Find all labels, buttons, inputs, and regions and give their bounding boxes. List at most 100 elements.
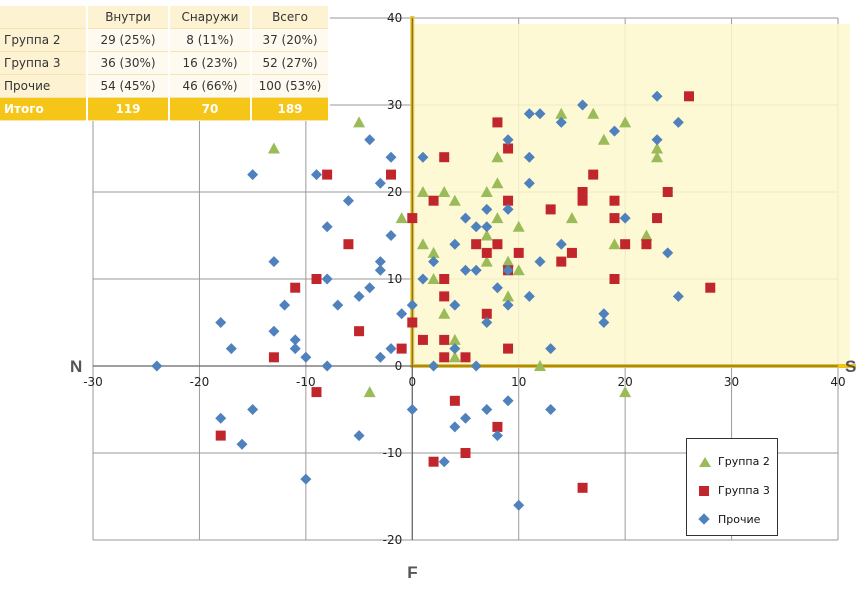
square-point bbox=[588, 169, 599, 180]
diamond-point bbox=[215, 412, 227, 424]
square-point bbox=[492, 421, 503, 432]
diamond-point bbox=[449, 421, 461, 433]
square-point bbox=[556, 256, 567, 267]
diamond-point bbox=[247, 404, 259, 415]
diamond-point bbox=[651, 90, 663, 102]
triangle-point bbox=[427, 273, 440, 284]
table-cell: 100 (53%) bbox=[251, 74, 330, 98]
y-tick-label: 20 bbox=[387, 185, 402, 199]
diamond-point bbox=[460, 412, 471, 424]
square-point bbox=[322, 169, 333, 180]
diamond-point bbox=[396, 308, 408, 320]
square-point bbox=[641, 239, 652, 250]
square-point bbox=[268, 352, 279, 363]
y-tick-label: 30 bbox=[387, 98, 402, 112]
table-cell: 52 (27%) bbox=[251, 51, 330, 75]
diamond-point bbox=[321, 221, 333, 233]
summary-header-row: Внутри Снаружи Всего bbox=[0, 6, 330, 29]
total-row: Итого 119 70 189 bbox=[0, 97, 330, 121]
diamond-point bbox=[534, 108, 546, 120]
row-label: Группа 3 bbox=[0, 51, 88, 75]
square-point bbox=[407, 213, 418, 224]
triangle-point bbox=[363, 386, 376, 398]
diamond-point bbox=[417, 273, 429, 285]
quadrant-fill bbox=[412, 24, 850, 366]
diamond-point bbox=[545, 404, 557, 415]
triangle-point bbox=[416, 186, 429, 197]
y-tick-labels: -20 -10 0 10 20 30 40 bbox=[383, 11, 403, 547]
x-tick-label: 30 bbox=[724, 375, 739, 389]
triangle-point bbox=[416, 238, 429, 250]
diamond-point bbox=[523, 108, 535, 120]
square-point bbox=[417, 334, 428, 345]
triangle-point bbox=[480, 186, 493, 197]
square-point bbox=[428, 195, 439, 206]
diamond-point bbox=[609, 125, 620, 137]
triangle-point bbox=[565, 212, 578, 224]
diamond-point bbox=[268, 325, 280, 337]
triangle-point bbox=[651, 142, 664, 154]
square-point bbox=[396, 343, 407, 354]
legend-item: Группа 2 bbox=[697, 447, 777, 476]
triangle-point bbox=[512, 220, 525, 232]
diamond-point bbox=[268, 256, 280, 268]
diamond-point bbox=[364, 134, 376, 146]
square-point bbox=[662, 187, 673, 197]
triangle-point bbox=[480, 255, 493, 267]
diamond-point bbox=[289, 334, 301, 346]
summary-header-cell: Всего bbox=[251, 6, 330, 29]
table-row: Группа 2 29 (25%) 8 (11%) 37 (20%) bbox=[0, 28, 330, 52]
x-tick-label: -20 bbox=[190, 375, 210, 389]
triangle-point bbox=[512, 264, 525, 276]
diamond-point bbox=[651, 134, 663, 146]
diamond-point bbox=[279, 299, 291, 311]
diamond-point bbox=[428, 360, 440, 372]
square-point bbox=[503, 343, 514, 354]
triangle-point bbox=[438, 307, 451, 319]
square-point bbox=[343, 239, 354, 250]
square-point bbox=[609, 274, 620, 284]
square-point bbox=[439, 352, 450, 363]
diamond-point bbox=[481, 404, 493, 415]
y-tick-label: -20 bbox=[383, 533, 403, 547]
square-point bbox=[620, 239, 631, 250]
square-point bbox=[705, 282, 716, 293]
diamond-point bbox=[342, 195, 354, 207]
x-tick-label: 40 bbox=[830, 375, 845, 389]
diamond-point bbox=[598, 308, 610, 320]
table-row: Прочие 54 (45%) 46 (66%) 100 (53%) bbox=[0, 74, 330, 98]
total-label: Итого bbox=[0, 97, 88, 121]
diamond-point bbox=[300, 351, 312, 363]
x-tick-labels: -30 -20 -10 0 10 20 30 40 bbox=[83, 375, 845, 389]
diamond-point bbox=[417, 151, 429, 163]
data-points bbox=[151, 90, 716, 511]
triangle-point bbox=[640, 229, 653, 241]
legend-item: Группа 3 bbox=[697, 476, 777, 505]
diamond-point bbox=[353, 290, 365, 302]
square-point bbox=[577, 482, 588, 493]
x-tick-label: 10 bbox=[511, 375, 526, 389]
triangle-point bbox=[502, 255, 515, 267]
legend-item: Прочие bbox=[697, 505, 777, 534]
square-point bbox=[311, 387, 322, 398]
triangle-point bbox=[534, 360, 546, 371]
table-cell: 54 (45%) bbox=[87, 74, 170, 98]
diamond-point bbox=[353, 430, 365, 442]
square-point bbox=[449, 395, 460, 406]
summary-header-cell: Снаружи bbox=[169, 6, 252, 29]
x-tick-label: 0 bbox=[408, 375, 416, 389]
x-tick-label: -30 bbox=[83, 375, 103, 389]
triangle-point bbox=[267, 142, 280, 154]
diamond-point bbox=[470, 264, 482, 276]
diamond-point bbox=[289, 343, 301, 355]
row-label: Группа 2 bbox=[0, 28, 88, 52]
diamond-point bbox=[577, 99, 589, 111]
diamond-point bbox=[374, 264, 386, 276]
square-point bbox=[386, 169, 396, 180]
triangle-point bbox=[480, 229, 493, 241]
diamond-point bbox=[672, 116, 684, 128]
triangle-point bbox=[555, 107, 568, 119]
y-tick-label: 0 bbox=[395, 359, 403, 373]
table-row: Группа 3 36 (30%) 16 (23%) 52 (27%) bbox=[0, 51, 330, 75]
